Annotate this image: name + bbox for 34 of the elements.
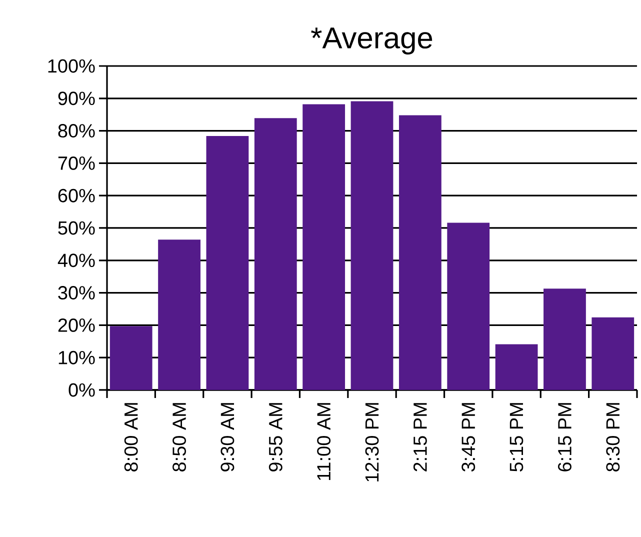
- x-tick-label: 8:30 PM: [606, 403, 620, 472]
- x-tick-label: 12:30 PM: [365, 403, 379, 482]
- bar: [254, 118, 297, 390]
- bar: [592, 317, 634, 390]
- bar: [110, 326, 152, 390]
- bar: [158, 240, 200, 390]
- y-tick-label: 0%: [68, 383, 95, 397]
- x-tick-label: 3:45 PM: [462, 403, 476, 472]
- x-tick-label: 6:15 PM: [558, 403, 572, 472]
- y-tick-label: 60%: [58, 188, 95, 202]
- y-tick-label: 20%: [58, 318, 95, 332]
- y-tick-label: 10%: [58, 350, 95, 364]
- x-tick-label: 9:30 AM: [220, 403, 234, 472]
- bar: [398, 115, 442, 390]
- x-tick-label: 8:50 AM: [172, 403, 186, 472]
- y-tick-label: 80%: [58, 124, 95, 138]
- x-tick-label: 2:15 PM: [413, 403, 427, 472]
- bar: [206, 136, 249, 390]
- bar: [302, 104, 346, 390]
- y-tick-label: 90%: [58, 92, 95, 106]
- bar: [447, 222, 490, 390]
- x-tick-label: 11:00 AM: [317, 403, 331, 480]
- bar: [350, 101, 394, 390]
- x-tick-label: 5:15 PM: [510, 403, 524, 472]
- y-tick-label: 50%: [58, 221, 95, 235]
- y-tick-label: 100%: [48, 59, 95, 73]
- y-tick-label: 40%: [58, 254, 95, 268]
- bar: [544, 288, 586, 390]
- y-tick-label: 70%: [58, 156, 95, 170]
- chart-title: *Average: [311, 28, 432, 54]
- x-tick-label: 8:00 AM: [124, 403, 138, 472]
- y-tick-label: 30%: [58, 286, 95, 300]
- x-tick-label: 9:55 AM: [268, 403, 282, 472]
- bar: [495, 344, 538, 390]
